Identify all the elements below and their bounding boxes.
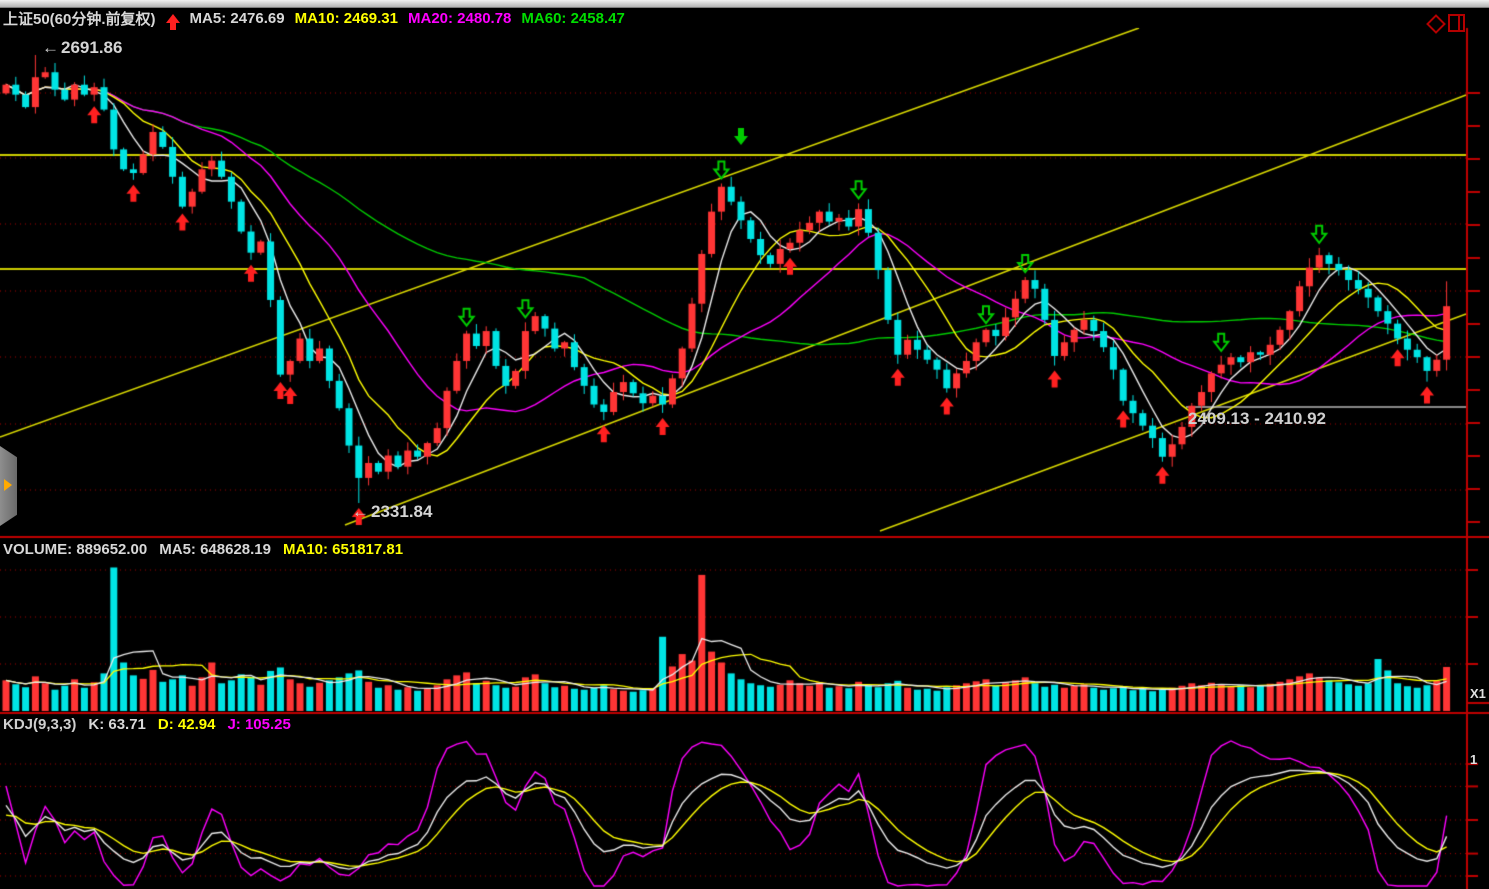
- main-chart-header: 上证50(60分钟.前复权) MA5: 2476.69 MA10: 2469.3…: [3, 9, 635, 30]
- ma20-value: MA20: 2480.78: [408, 9, 512, 27]
- kdj-header: KDJ(9,3,3) K: 63.71 D: 42.94 J: 105.25: [3, 715, 303, 733]
- ma10-value: MA10: 2469.31: [294, 9, 398, 27]
- split-window-icon[interactable]: [1448, 14, 1465, 32]
- ma5-value: MA5: 2476.69: [189, 9, 285, 27]
- red-up-arrow-icon: [165, 13, 180, 30]
- kdj-k-value: K: 63.71: [88, 715, 146, 733]
- gap-range-label: 2409.13 - 2410.92: [1188, 409, 1327, 428]
- volume-ma10-value: MA10: 651817.81: [283, 540, 404, 558]
- expand-right-icon: [4, 479, 12, 491]
- high-price-label: ← 2691.86: [42, 38, 123, 57]
- pointer-left-icon: ←: [352, 502, 369, 521]
- volume-value: VOLUME: 889652.00: [3, 540, 148, 558]
- left-panel-handle[interactable]: [0, 446, 17, 526]
- split-window-bar: [1458, 16, 1460, 30]
- kdj-label: KDJ(9,3,3): [3, 715, 77, 733]
- right-margin-label-bottom: 1: [1470, 752, 1478, 767]
- symbol-title: 上证50(60分钟.前复权): [3, 10, 156, 28]
- kdj-j-value: J: 105.25: [227, 715, 291, 733]
- right-margin-label-top: X1: [1470, 686, 1486, 701]
- volume-ma5-value: MA5: 648628.19: [159, 540, 271, 558]
- ma60-value: MA60: 2458.47: [521, 9, 625, 27]
- pointer-left-icon: ←: [42, 38, 59, 57]
- volume-header: VOLUME: 889652.00 MA5: 648628.19 MA10: 6…: [3, 540, 415, 558]
- window-top-strip: [0, 0, 1489, 8]
- kdj-d-value: D: 42.94: [157, 715, 216, 733]
- low-price-label: ← 2331.84: [352, 502, 433, 521]
